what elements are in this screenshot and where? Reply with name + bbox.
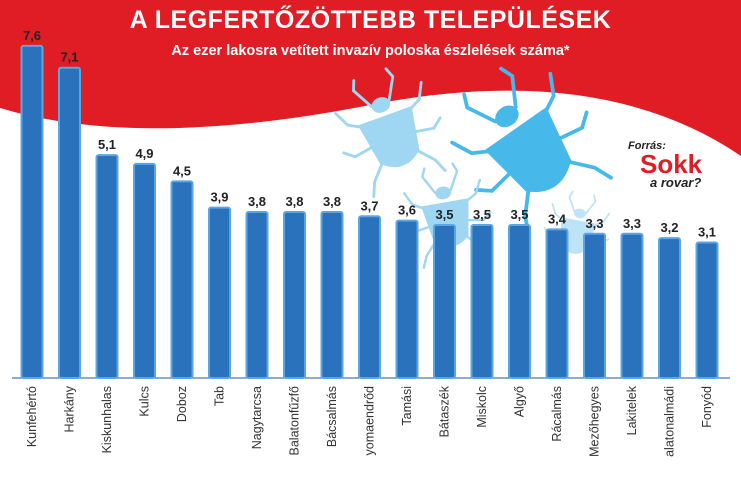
bar-3	[133, 162, 156, 379]
bar-14	[545, 228, 569, 379]
page-title: A LEGFERTŐZÖTTEBB TELEPÜLÉSEK	[129, 6, 612, 34]
bar-11	[433, 224, 456, 379]
category-label-8: Bácsalmás	[325, 386, 339, 447]
header-background	[0, 0, 741, 156]
category-label-2: Kiskunhalas	[100, 386, 114, 453]
source-brand-logo: Sokk	[640, 149, 703, 179]
bar-15	[583, 232, 606, 379]
source-brand-sub: a rovar?	[650, 175, 702, 190]
data-label-12: 3,5	[473, 207, 491, 222]
bar-8	[320, 210, 344, 379]
category-label-17: alatonalmádi	[663, 386, 677, 457]
bar-18	[695, 241, 719, 379]
bar-16	[620, 232, 644, 379]
data-label-14: 3,4	[548, 211, 567, 226]
source-credit: Forrás: Sokk a rovar?	[628, 140, 738, 189]
category-label-6: Nagytarcsa	[250, 386, 264, 449]
bar-1	[58, 66, 81, 379]
data-label-9: 3,7	[360, 198, 378, 213]
bar-9	[358, 215, 381, 379]
data-label-7: 3,8	[285, 194, 303, 209]
category-label-7: Balatonfűzfő	[288, 386, 302, 456]
category-label-4: Doboz	[175, 386, 189, 422]
data-label-13: 3,5	[510, 207, 528, 222]
category-label-14: Rácalmás	[550, 386, 564, 442]
category-label-9: yomaendrőd	[363, 386, 377, 456]
category-label-15: Mezőhegyes	[588, 386, 602, 457]
category-label-5: Tab	[213, 386, 227, 406]
data-label-6: 3,8	[248, 194, 266, 209]
category-label-16: Lakitelek	[625, 385, 639, 435]
bars-layer: 7,6 Kunfehértó 7,1 Harkány 5,1 Kiskunhalas 4,9…	[20, 28, 719, 457]
data-label-11: 3,5	[435, 207, 453, 222]
bar-5	[208, 206, 231, 379]
bar-12	[470, 224, 494, 379]
category-label-11: Bátaszék	[438, 385, 452, 437]
category-label-3: Kulcs	[138, 386, 152, 417]
bar-0	[20, 44, 44, 379]
data-label-5: 3,9	[210, 190, 228, 205]
category-label-1: Harkány	[63, 385, 77, 432]
bar-6	[245, 210, 269, 379]
data-label-16: 3,3	[623, 216, 641, 231]
bar-10	[395, 219, 419, 379]
category-label-13: Algyő	[513, 386, 527, 417]
bar-4	[170, 180, 194, 379]
data-label-4: 4,5	[173, 163, 191, 178]
data-label-3: 4,9	[135, 146, 153, 161]
data-label-10: 3,6	[398, 203, 416, 218]
category-label-10: Tamási	[400, 386, 414, 426]
chart-subtitle: Az ezer lakosra vetített invazív poloska…	[171, 43, 570, 59]
data-label-0: 7,6	[23, 28, 41, 43]
data-label-1: 7,1	[60, 50, 78, 65]
bar-17	[658, 237, 681, 379]
bar-13	[508, 224, 531, 379]
bar-2	[95, 154, 119, 379]
data-label-8: 3,8	[323, 194, 341, 209]
data-label-2: 5,1	[98, 137, 116, 152]
bar-7	[283, 210, 306, 379]
data-label-18: 3,1	[698, 225, 716, 240]
category-label-12: Miskolc	[475, 386, 489, 428]
data-label-17: 3,2	[660, 220, 678, 235]
data-label-15: 3,3	[585, 216, 603, 231]
source-label: Forrás:	[628, 140, 666, 152]
category-label-0: Kunfehértó	[25, 386, 39, 447]
category-label-18: Fonyód	[700, 386, 714, 428]
